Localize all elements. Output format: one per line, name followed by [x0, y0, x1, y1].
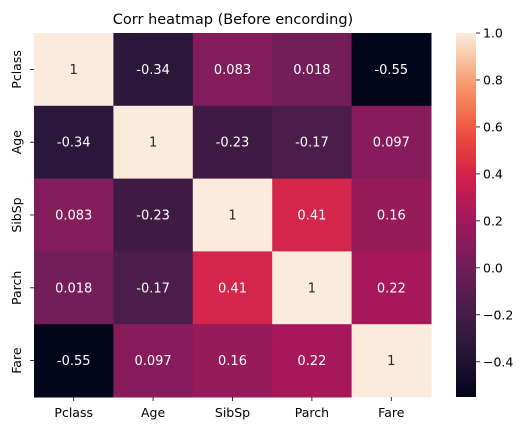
- heatmap-cell-pclass-pclass: [34, 33, 114, 107]
- heatmap-cell-pclass-sibsp: [192, 33, 273, 107]
- colorbar-tick-label: 1.0: [483, 26, 503, 41]
- heatmap-cell-parch-age: [113, 251, 194, 325]
- cell-value-label: 0.097: [134, 354, 171, 369]
- heatmap-cell-parch-parch: [272, 251, 353, 325]
- cell-value-label: 1: [228, 209, 236, 224]
- heatmap-cell-age-fare: [351, 105, 432, 180]
- y-tick-label: Age: [9, 130, 24, 154]
- cell-value-label: 1: [308, 281, 316, 296]
- y-tick-label: SibSp: [9, 197, 24, 232]
- y-tick-label: Fare: [9, 347, 24, 374]
- colorbar-tick-label: 0.4: [483, 166, 503, 181]
- colorbar-tick-label: 0.8: [483, 72, 503, 87]
- heatmap-cell-age-parch: [272, 105, 353, 180]
- cell-value-label: 0.22: [297, 354, 326, 369]
- heatmap-cell-age-pclass: [34, 105, 114, 180]
- colorbar-tick-label: −0.4: [483, 354, 513, 369]
- heatmap-cell-parch-sibsp: [192, 251, 273, 325]
- cell-value-label: 0.22: [377, 281, 406, 296]
- heatmap-cell-fare-pclass: [34, 324, 114, 398]
- heatmap-cells: [34, 33, 432, 398]
- cell-value-label: -0.17: [295, 136, 329, 151]
- cell-value-label: -0.17: [136, 281, 170, 296]
- heatmap-cell-sibsp-parch: [272, 178, 353, 252]
- heatmap-cell-pclass-fare: [351, 33, 432, 107]
- colorbar: [456, 33, 476, 397]
- heatmap-cell-fare-sibsp: [192, 324, 273, 398]
- colorbar-axis: 1.0 0.8 0.6 0.4 0.2 0.0 −0.2 −0.4: [476, 26, 513, 369]
- cell-value-label: 0.018: [293, 63, 330, 78]
- heatmap-cell-sibsp-pclass: [34, 178, 114, 252]
- heatmap-cell-sibsp-fare: [351, 178, 432, 252]
- colorbar-tick-label: −0.2: [483, 307, 513, 322]
- cell-value-label: 0.018: [55, 281, 92, 296]
- x-tick-label: Pclass: [54, 405, 93, 420]
- x-tick-label: Fare: [378, 405, 405, 420]
- cell-value-label: 0.16: [218, 354, 247, 369]
- heatmap-cell-fare-fare: [351, 324, 432, 398]
- cell-value-label: -0.23: [216, 136, 250, 151]
- heatmap-cell-fare-parch: [272, 324, 353, 398]
- x-tick-label: Parch: [295, 405, 329, 420]
- x-axis: Pclass Age SibSp Parch Fare: [54, 397, 405, 420]
- cell-value-label: 0.083: [214, 63, 251, 78]
- colorbar-tick-label: 0.6: [483, 119, 503, 134]
- heatmap-cell-sibsp-age: [113, 178, 194, 252]
- y-axis: Pclass Age SibSp Parch Fare: [9, 50, 34, 374]
- heatmap-cell-labels: 1 -0.34 0.083 0.018 -0.55 -0.34 1 -0.23 -0.17 0.0…: [55, 63, 410, 369]
- cell-value-label: 1: [387, 354, 395, 369]
- cell-value-label: 0.097: [373, 136, 410, 151]
- colorbar-tick-label: 0.2: [483, 213, 503, 228]
- cell-value-label: 0.083: [55, 209, 92, 224]
- chart-title: Corr heatmap (Before encording): [113, 12, 353, 28]
- cell-value-label: -0.34: [136, 63, 170, 78]
- heatmap-cell-age-age: [113, 105, 194, 180]
- x-tick-label: Age: [141, 405, 165, 420]
- cell-value-label: -0.34: [57, 136, 91, 151]
- heatmap-cell-parch-pclass: [34, 251, 114, 325]
- cell-value-label: 0.41: [218, 281, 247, 296]
- cell-value-label: -0.55: [374, 63, 408, 78]
- y-tick-label: Pclass: [9, 50, 24, 89]
- heatmap-cell-pclass-parch: [272, 33, 353, 107]
- y-tick-label: Parch: [9, 271, 24, 305]
- heatmap-cell-fare-age: [113, 324, 194, 398]
- cell-value-label: 1: [70, 63, 78, 78]
- heatmap-cell-parch-fare: [351, 251, 432, 325]
- heatmap-cell-age-sibsp: [192, 105, 273, 180]
- heatmap-cell-sibsp-sibsp: [192, 178, 273, 252]
- cell-value-label: -0.23: [136, 209, 170, 224]
- cell-value-label: 1: [149, 136, 157, 151]
- cell-value-label: 0.41: [297, 209, 326, 224]
- heatmap-cell-pclass-age: [113, 33, 194, 107]
- cell-value-label: 0.16: [377, 209, 406, 224]
- cell-value-label: -0.55: [57, 354, 91, 369]
- x-tick-label: SibSp: [215, 405, 250, 420]
- colorbar-tick-label: 0.0: [483, 260, 503, 275]
